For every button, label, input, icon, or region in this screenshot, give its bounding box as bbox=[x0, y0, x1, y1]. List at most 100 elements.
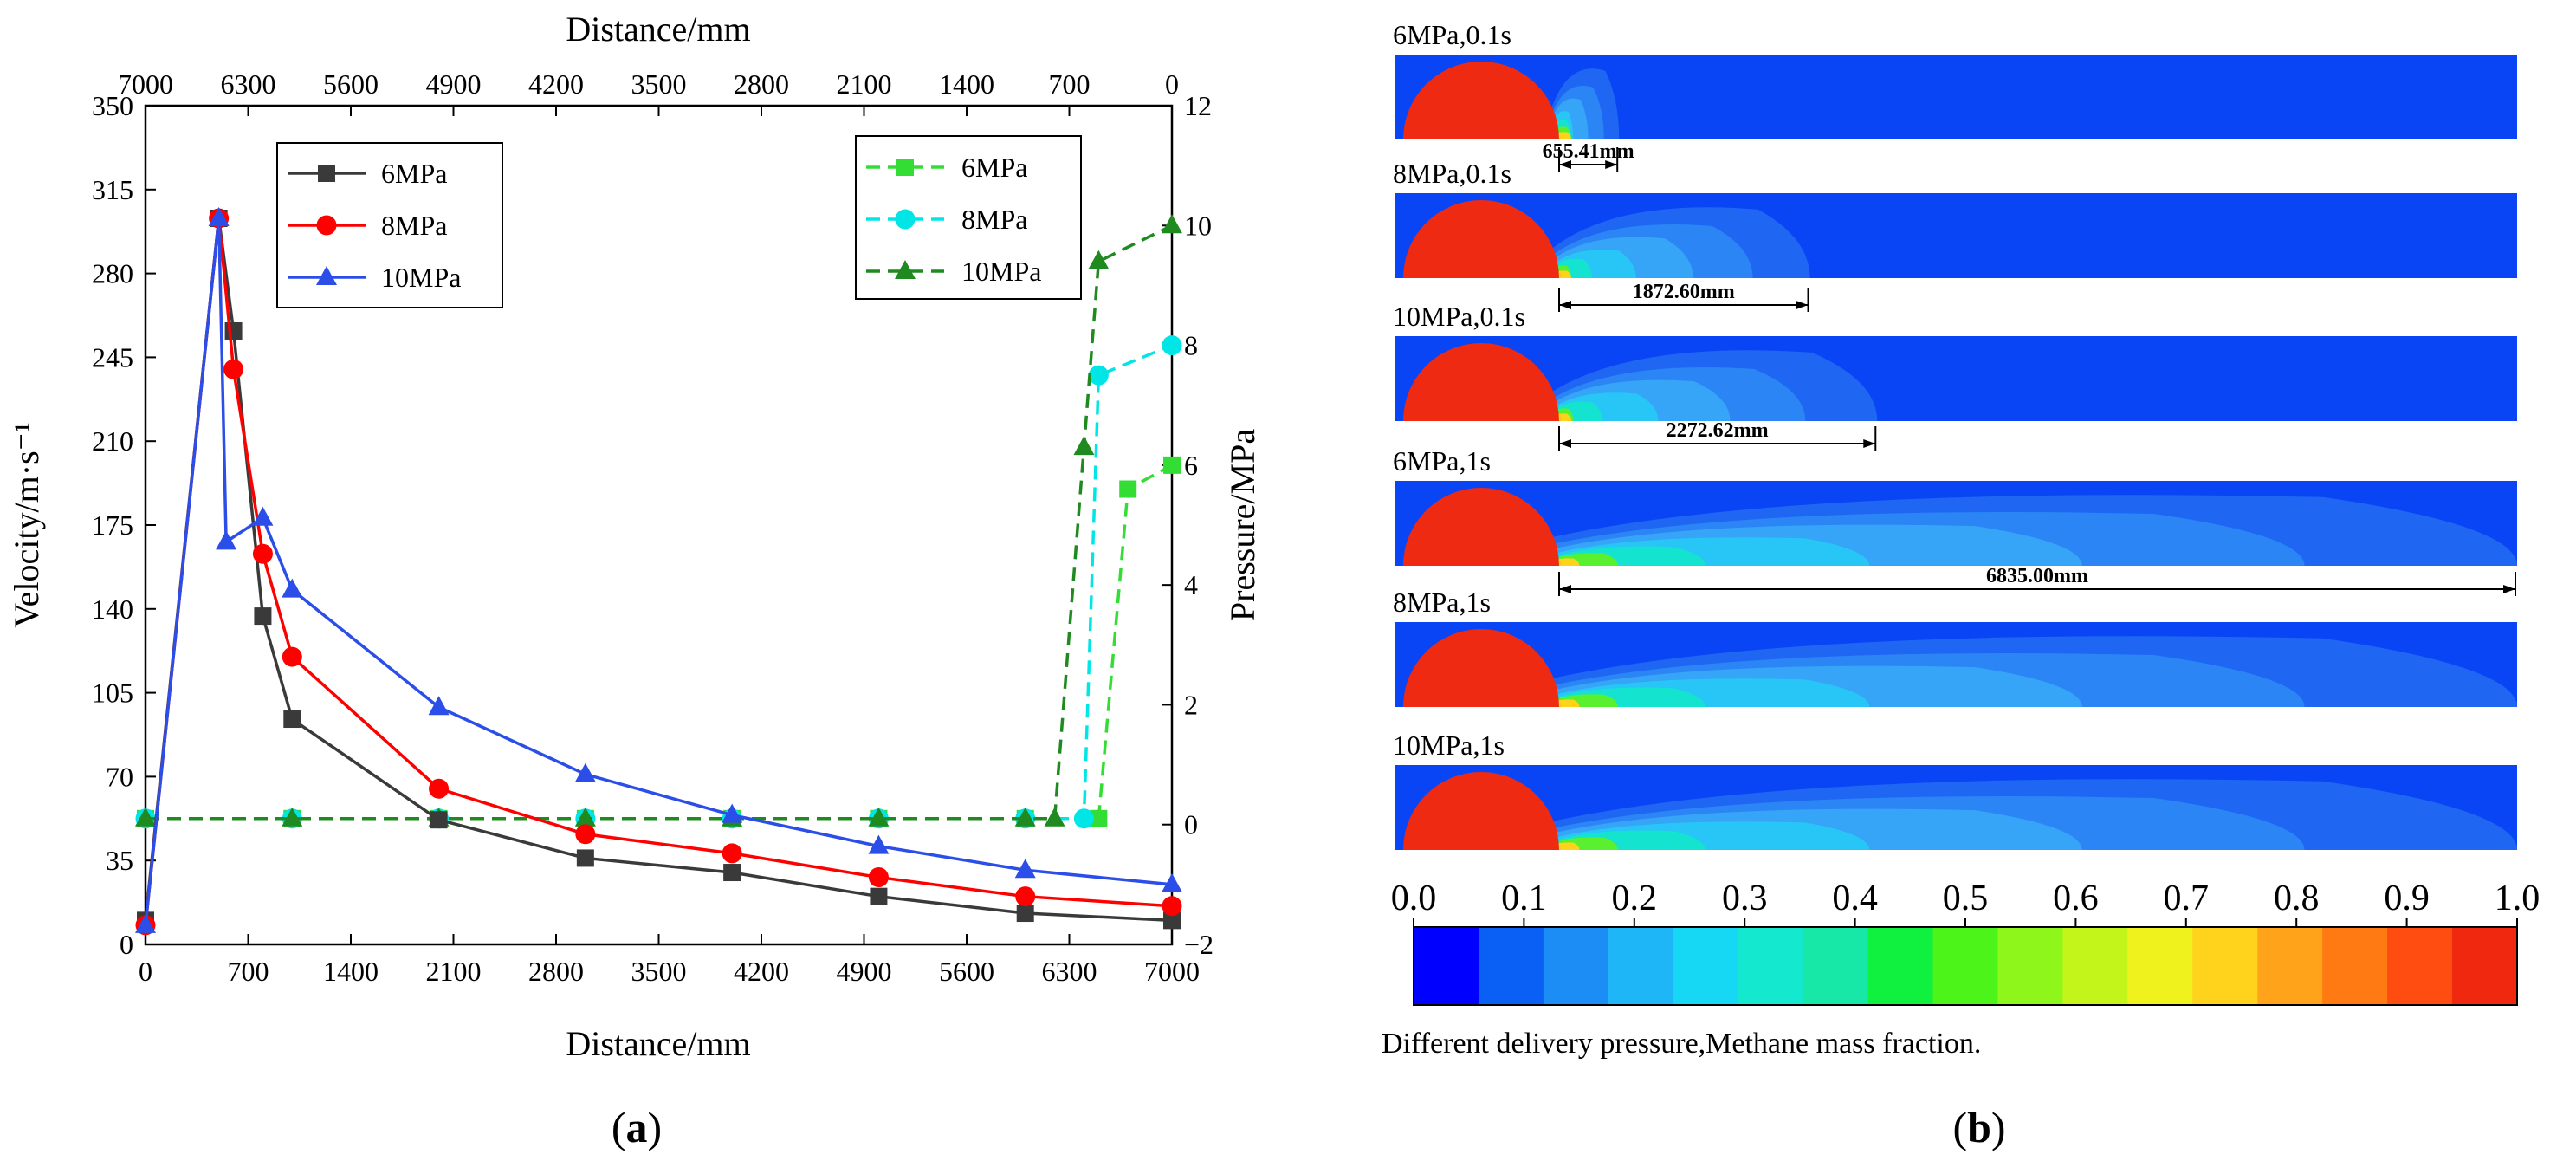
colorbar-swatch bbox=[1997, 927, 2063, 1005]
velocity-point bbox=[428, 696, 450, 716]
x-tick-label: 4200 bbox=[734, 956, 789, 987]
pressure-point bbox=[135, 807, 156, 827]
y-tick-label: 245 bbox=[92, 341, 133, 373]
x2-tick-label: 0 bbox=[1165, 68, 1179, 100]
colorbar-swatch bbox=[1478, 927, 1544, 1005]
dim-arrow bbox=[1559, 439, 1571, 448]
velocity-point bbox=[868, 834, 890, 854]
velocity-point bbox=[722, 843, 742, 864]
y2-tick-label: 6 bbox=[1184, 450, 1198, 481]
colorbar-swatch bbox=[1803, 927, 1869, 1005]
case-label: 8MPa,0.1s bbox=[1393, 158, 1511, 189]
case-label: 8MPa,1s bbox=[1393, 587, 1491, 618]
y2-tick-label: 2 bbox=[1184, 689, 1198, 720]
colorbar-swatch bbox=[2452, 927, 2518, 1005]
sphere-obstacle bbox=[1403, 772, 1559, 850]
pressure-point bbox=[1044, 807, 1065, 827]
colorbar-tick-label: 0.8 bbox=[2274, 879, 2320, 918]
sphere-obstacle bbox=[1403, 488, 1559, 566]
case-label: 10MPa,0.1s bbox=[1393, 301, 1525, 332]
velocity-point bbox=[208, 206, 230, 226]
colorbar-caption: Different delivery pressure,Methane mass… bbox=[1382, 1028, 1981, 1060]
case-label: 6MPa,1s bbox=[1393, 445, 1491, 477]
y-tick-label: 0 bbox=[120, 929, 133, 960]
velocity-point bbox=[722, 803, 743, 823]
case-label: 10MPa,1s bbox=[1393, 730, 1505, 761]
dim-arrow bbox=[1863, 439, 1876, 448]
x2-tick-label: 5600 bbox=[323, 68, 379, 100]
velocity-point bbox=[223, 359, 244, 379]
colorbar-tick-label: 0.3 bbox=[1722, 879, 1768, 918]
y2-tick-label: −2 bbox=[1184, 929, 1214, 960]
colorbar-tick-label: 0.5 bbox=[1943, 879, 1989, 918]
colorbar-tick-label: 0.2 bbox=[1612, 879, 1658, 918]
x-tick-label: 4900 bbox=[837, 956, 892, 987]
colorbar-swatch bbox=[1932, 927, 1998, 1005]
pressure-point bbox=[1162, 214, 1182, 234]
sphere-obstacle bbox=[1403, 62, 1559, 139]
legend-marker bbox=[318, 165, 335, 182]
velocity-point bbox=[723, 864, 741, 882]
x-tick-label: 5600 bbox=[939, 956, 994, 987]
x2-tick-label: 2100 bbox=[837, 68, 892, 100]
x2-axis-title: Distance/mm bbox=[566, 10, 750, 49]
legend-label: 10MPa bbox=[961, 256, 1041, 287]
pressure-point bbox=[1090, 809, 1108, 827]
pressure-point bbox=[1119, 480, 1137, 498]
dim-arrow bbox=[1559, 160, 1571, 169]
pressure-point bbox=[868, 807, 890, 827]
velocity-point bbox=[1015, 886, 1036, 907]
y-tick-label: 175 bbox=[92, 509, 133, 541]
velocity-point bbox=[224, 321, 243, 340]
colorbar-swatch bbox=[1414, 927, 1479, 1005]
x-tick-label: 1400 bbox=[323, 956, 379, 987]
sphere-obstacle bbox=[1403, 629, 1559, 707]
y-tick-label: 105 bbox=[92, 678, 133, 709]
velocity-point bbox=[252, 506, 274, 526]
panel-label-a: (a) bbox=[612, 1103, 662, 1151]
y-tick-label: 210 bbox=[92, 425, 133, 457]
x2-tick-label: 3500 bbox=[631, 68, 687, 100]
y-tick-label: 350 bbox=[92, 90, 133, 121]
velocity-pressure-chart: 0 700 1400 2100 2800 3500 4200 4900 5600 6300 7000… bbox=[7, 10, 1262, 1151]
y-tick-label: 140 bbox=[92, 593, 133, 625]
colorbar-swatch bbox=[1608, 927, 1674, 1005]
dim-arrow bbox=[1796, 301, 1809, 309]
sphere-obstacle bbox=[1403, 200, 1559, 278]
x-tick-label: 7000 bbox=[1144, 956, 1200, 987]
colorbar-tick-label: 0.9 bbox=[2384, 879, 2430, 918]
velocity-point bbox=[282, 578, 303, 598]
legend-label: 8MPa bbox=[381, 210, 447, 241]
pressure-point bbox=[1088, 250, 1110, 269]
y2-axis-title: Pressure/MPa bbox=[1223, 429, 1262, 621]
velocity-point bbox=[283, 710, 301, 729]
pressure-line-8MPa bbox=[146, 343, 1173, 821]
x2-tick-label: 2800 bbox=[734, 68, 789, 100]
colorbar-tick-label: 0.4 bbox=[1832, 879, 1878, 918]
dim-label: 655.41mm bbox=[1543, 140, 1634, 163]
y2-tick-label: 0 bbox=[1184, 809, 1198, 840]
velocity-point bbox=[254, 607, 272, 626]
colorbar-swatch bbox=[1738, 927, 1804, 1005]
y-tick-label: 280 bbox=[92, 258, 133, 289]
sphere-obstacle bbox=[1403, 343, 1559, 421]
legend-label: 8MPa bbox=[961, 204, 1027, 235]
velocity-point bbox=[575, 824, 596, 845]
y2-tick-label: 4 bbox=[1184, 569, 1198, 600]
dim-arrow bbox=[1559, 301, 1571, 309]
legend-marker bbox=[895, 260, 916, 279]
velocity-point bbox=[870, 887, 888, 905]
velocity-point bbox=[430, 811, 448, 829]
x2-tick-label: 4200 bbox=[528, 68, 584, 100]
y2-tick-label: 10 bbox=[1184, 210, 1212, 241]
velocity-point bbox=[135, 913, 156, 933]
pressure-point bbox=[1163, 456, 1181, 474]
velocity-point bbox=[1162, 872, 1182, 892]
x2-tick-label: 700 bbox=[1049, 68, 1091, 100]
colorbar-swatch bbox=[1673, 927, 1739, 1005]
legend-marker bbox=[316, 266, 337, 285]
colorbar-swatch bbox=[1867, 927, 1934, 1005]
legend-label: 10MPa bbox=[381, 262, 461, 293]
pressure-point bbox=[1014, 807, 1036, 827]
legend-label: 6MPa bbox=[381, 158, 447, 189]
